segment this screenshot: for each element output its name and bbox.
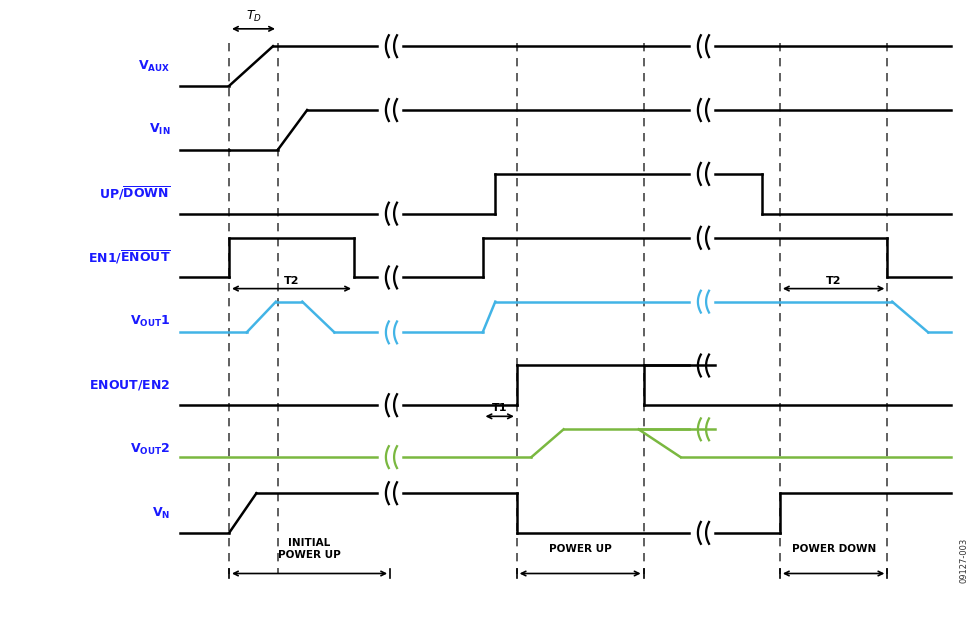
Text: T2: T2 [284,275,299,285]
Text: 09127-003: 09127-003 [959,538,968,583]
Text: POWER UP: POWER UP [549,544,611,554]
Text: POWER DOWN: POWER DOWN [792,544,876,554]
Text: $\mathbf{UP/\overline{DOWN}}$: $\mathbf{UP/\overline{DOWN}}$ [99,185,171,202]
Text: $\mathbf{V_{IN}}$: $\mathbf{V_{IN}}$ [149,122,171,138]
Text: $\mathbf{V_{OUT}1}$: $\mathbf{V_{OUT}1}$ [130,314,171,329]
Text: $\mathbf{V_{OUT}2}$: $\mathbf{V_{OUT}2}$ [131,441,171,457]
Text: $\mathbf{ENOUT/EN2}$: $\mathbf{ENOUT/EN2}$ [89,378,171,392]
Text: $\mathbf{EN1/\overline{ENOUT}}$: $\mathbf{EN1/\overline{ENOUT}}$ [88,249,171,266]
Text: T2: T2 [826,275,841,285]
Text: INITIAL
POWER UP: INITIAL POWER UP [278,538,341,559]
Text: T1: T1 [492,403,507,414]
Text: $T_D$: $T_D$ [246,9,261,24]
Text: $\mathbf{V_N}$: $\mathbf{V_N}$ [152,505,171,521]
Text: $\mathbf{V_{AUX}}$: $\mathbf{V_{AUX}}$ [138,58,171,74]
